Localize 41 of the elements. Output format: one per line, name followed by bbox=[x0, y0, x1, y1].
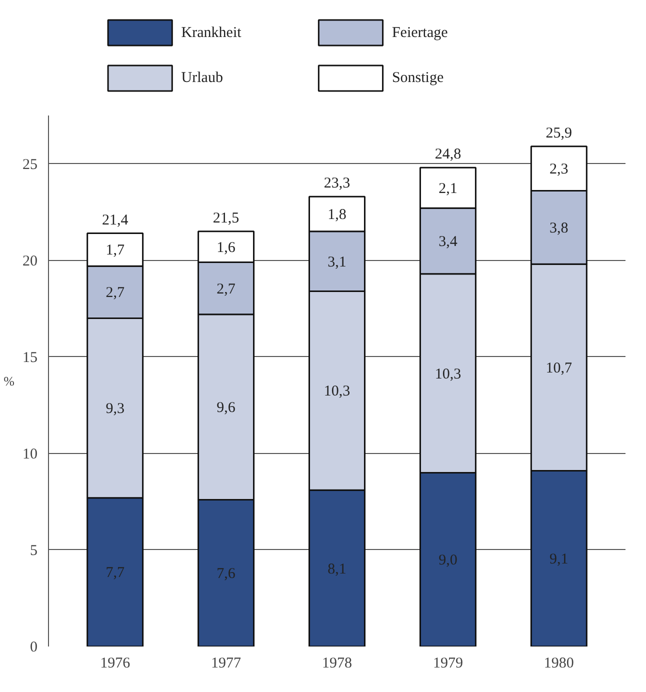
total-label: 21,5 bbox=[212, 210, 240, 226]
data-label: 3,1 bbox=[328, 254, 346, 270]
y-tick-label: 15 bbox=[22, 350, 38, 366]
legend-label: Feiertage bbox=[392, 24, 448, 41]
data-label: 3,4 bbox=[438, 234, 458, 250]
x-tick-label: 1977 bbox=[211, 656, 242, 672]
total-label: 24,8 bbox=[434, 146, 462, 163]
data-label: 10,3 bbox=[434, 366, 462, 382]
data-label: 9,0 bbox=[438, 552, 458, 569]
y-tick-label: 20 bbox=[22, 253, 38, 270]
data-label: 10,3 bbox=[324, 384, 350, 400]
data-label: 9,1 bbox=[550, 552, 568, 568]
data-label: 1,7 bbox=[106, 242, 125, 259]
data-label: 7,7 bbox=[106, 565, 125, 582]
data-label: 10,7 bbox=[546, 360, 573, 376]
data-label: 1,8 bbox=[328, 206, 346, 223]
y-tick-label: 5 bbox=[30, 542, 38, 559]
x-tick-label: 1976 bbox=[100, 656, 131, 672]
data-label: 2,1 bbox=[438, 180, 458, 197]
legend-label: Sonstige bbox=[392, 70, 444, 86]
data-label: 7,6 bbox=[216, 566, 236, 582]
data-label: 9,6 bbox=[216, 400, 236, 416]
total-label: 25,9 bbox=[546, 125, 572, 142]
data-label: 1,6 bbox=[216, 240, 236, 256]
data-label: 2,3 bbox=[550, 162, 568, 178]
data-label: 9,3 bbox=[106, 401, 124, 418]
x-tick-label: 1980 bbox=[544, 656, 574, 672]
y-axis-title: % bbox=[4, 374, 15, 388]
data-label: 2,7 bbox=[216, 281, 236, 298]
total-label: 23,3 bbox=[324, 176, 350, 192]
y-tick-label: 25 bbox=[22, 156, 38, 173]
x-tick-label: 1978 bbox=[322, 656, 352, 672]
data-label: 2,7 bbox=[106, 285, 125, 302]
x-tick-label: 1979 bbox=[432, 656, 463, 672]
legend-label: Urlaub bbox=[181, 70, 223, 86]
data-label: 8,1 bbox=[328, 561, 346, 578]
y-tick-label: 10 bbox=[22, 446, 38, 462]
total-label: 21,4 bbox=[102, 212, 129, 228]
data-label: 3,8 bbox=[550, 220, 568, 236]
y-tick-label: 0 bbox=[30, 640, 38, 656]
legend-label: Krankheit bbox=[181, 24, 242, 41]
